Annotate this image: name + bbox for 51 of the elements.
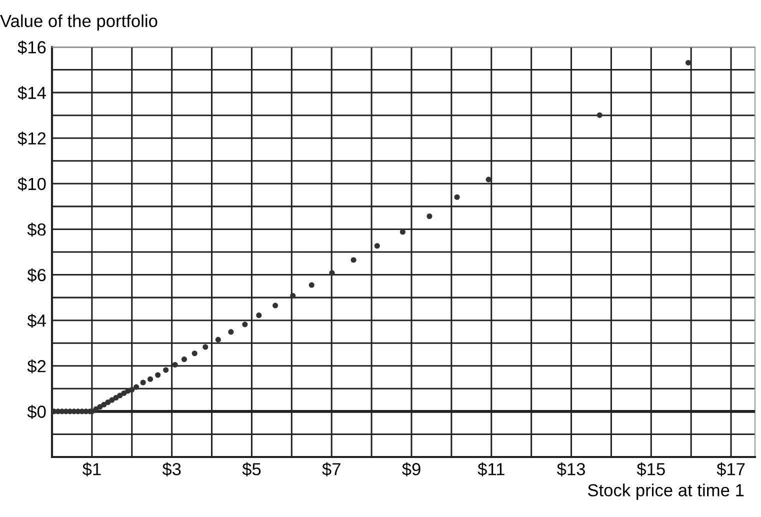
point — [228, 329, 234, 335]
point — [256, 312, 262, 318]
point — [329, 270, 335, 276]
point — [426, 213, 432, 220]
point — [596, 112, 602, 118]
y-axis-title: Value of the portfolio — [0, 14, 158, 31]
point — [129, 387, 135, 393]
point — [163, 367, 169, 373]
point — [155, 372, 161, 378]
point — [121, 390, 127, 396]
y-tick-label: $10 — [18, 177, 46, 192]
y-tick-label: $14 — [18, 86, 46, 100]
x-tick-label: $13 — [556, 462, 585, 476]
x-tick-label: $3 — [162, 462, 181, 476]
y-tick-label: $8 — [27, 222, 46, 237]
point — [215, 336, 221, 342]
point — [308, 282, 314, 288]
point — [140, 380, 146, 386]
point — [400, 229, 406, 235]
x-tick-label: $7 — [322, 462, 340, 476]
x-tick-label: $11 — [478, 462, 504, 476]
point — [172, 362, 178, 368]
point — [93, 406, 99, 412]
point — [202, 344, 208, 350]
point — [272, 302, 278, 308]
point — [486, 176, 492, 182]
point — [290, 292, 296, 299]
point — [134, 384, 140, 390]
y-tick-label: $6 — [27, 268, 46, 282]
x-tick-label: $5 — [242, 462, 261, 476]
x-tick-label: $9 — [402, 462, 420, 476]
point — [242, 322, 248, 328]
y-tick-label: $4 — [27, 314, 46, 328]
x-tick-label: $1 — [82, 462, 101, 476]
x-tick-label: $15 — [636, 462, 665, 476]
point — [686, 60, 692, 66]
x-axis-title: Stock price at time 1 — [588, 484, 744, 500]
y-tick-label: $2 — [27, 359, 46, 374]
y-tick-label: $12 — [18, 132, 46, 146]
point — [374, 243, 380, 249]
point — [147, 376, 154, 382]
point — [181, 356, 187, 362]
point — [192, 350, 198, 356]
x-tick-label: $17 — [716, 462, 745, 476]
point — [350, 257, 356, 263]
y-tick-label: $0 — [27, 404, 46, 419]
y-tick-label: $16 — [18, 40, 46, 54]
point — [454, 194, 460, 200]
point — [105, 400, 111, 406]
point — [113, 395, 119, 401]
point — [97, 404, 103, 410]
